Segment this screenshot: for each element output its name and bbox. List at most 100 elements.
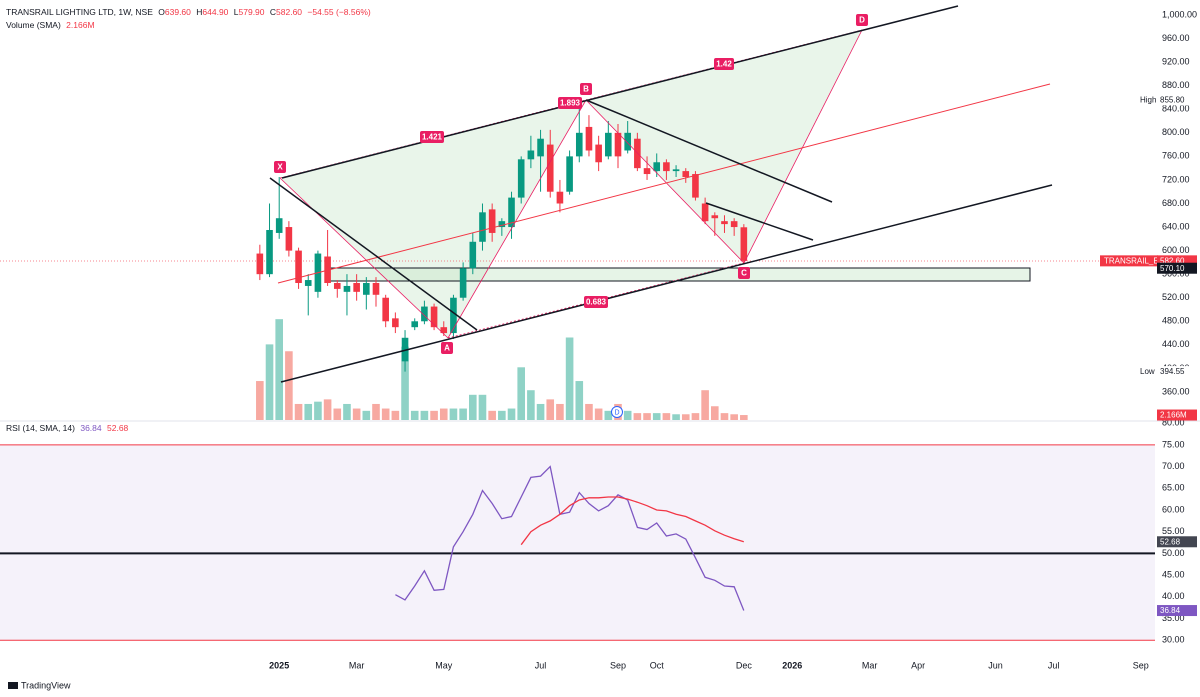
rsi-tick-label: 65.00 <box>1162 483 1185 493</box>
candle-body <box>537 138 544 157</box>
volume-bar <box>662 413 671 420</box>
ratio-badge <box>420 131 444 143</box>
tag-name: Low <box>1140 367 1155 376</box>
change: −54.55 (−8.56%) <box>307 7 370 17</box>
tag-value: 52.68 <box>1160 537 1181 546</box>
x-tick-label: 2026 <box>782 660 802 670</box>
candle-body <box>459 268 467 298</box>
x-tick-label: Jul <box>535 660 547 670</box>
y-tick-label: 960.00 <box>1162 33 1190 43</box>
volume-bar <box>507 408 516 420</box>
tag-box <box>1157 605 1197 617</box>
logo-icon <box>8 682 18 689</box>
tag-value: 570.10 <box>1160 264 1185 273</box>
volume-bar <box>401 346 409 420</box>
tag-name-box <box>1134 366 1158 378</box>
x-tick-label: Apr <box>911 660 925 670</box>
rsi-line <box>520 496 744 546</box>
volume-bar <box>275 319 283 420</box>
candle-body <box>624 132 631 151</box>
candle-body <box>304 280 312 286</box>
x-tick-label: Oct <box>650 660 665 670</box>
volume-bar <box>381 408 390 420</box>
candle-body <box>527 150 535 160</box>
y-tick-label: 760.00 <box>1162 151 1190 161</box>
volume-bar <box>430 410 438 420</box>
x-tick-label: Mar <box>862 660 878 670</box>
volume-bar <box>585 403 593 420</box>
point-badge <box>441 342 453 354</box>
point-badge <box>274 161 286 173</box>
ratio-label: 0.683 <box>586 298 607 307</box>
rsi-tick-label: 40.00 <box>1162 591 1185 601</box>
candle-body <box>730 221 738 228</box>
point-label: X <box>277 163 283 172</box>
volume-bar <box>498 410 506 420</box>
volume-bar <box>672 414 680 420</box>
volume-bar <box>343 403 351 420</box>
header-legend: TRANSRAIL LIGHTING LTD, 1W, NSE O639.60 … <box>6 7 371 17</box>
candle-body <box>440 327 448 334</box>
candle-body <box>392 318 399 328</box>
volume-bar <box>314 401 322 420</box>
event-marker[interactable] <box>611 406 623 418</box>
volume-bar <box>352 408 361 420</box>
volume-bar <box>449 408 458 420</box>
point-badge <box>856 14 868 26</box>
volume-value: 2.166M <box>66 20 94 30</box>
tag-value: 394.55 <box>1160 367 1185 376</box>
candle-body <box>614 132 622 157</box>
candle-body <box>663 162 670 172</box>
candle-body <box>479 212 486 242</box>
tag-box <box>1157 262 1197 274</box>
pattern-leg <box>279 177 449 339</box>
pattern-leg <box>743 29 863 264</box>
ohlc-label: C <box>270 7 276 17</box>
volume-bar <box>740 415 748 420</box>
pattern-labels: X A B C D 1.421 1.893 1.42 0.683 D <box>274 14 868 418</box>
tag-value: 2.166M <box>1160 411 1187 420</box>
candle-body <box>546 144 554 192</box>
y-tick-label: 440.00 <box>1162 339 1190 349</box>
ohlc-value: 579.90 <box>239 7 265 17</box>
ratio-badge <box>558 97 582 109</box>
candle-body <box>411 321 419 328</box>
logo: TradingView <box>8 680 71 690</box>
candle-body <box>605 132 612 157</box>
candle-body <box>711 215 719 219</box>
x-tick-label: Sep <box>610 660 626 670</box>
tag-name-box <box>1100 255 1158 267</box>
rsi-band-fill <box>0 444 1155 641</box>
x-tick-label: Mar <box>349 660 365 670</box>
ratio-label: 1.893 <box>560 99 581 108</box>
volume-bar <box>594 408 603 420</box>
rsi-tick-label: 55.00 <box>1162 526 1185 536</box>
volume-bar <box>459 408 467 420</box>
candle-body <box>421 306 428 322</box>
median-line <box>277 83 1051 284</box>
ohlc-label: L <box>234 7 239 17</box>
ratio-label: 1.42 <box>716 60 732 69</box>
rsi-tick-label: 80.00 <box>1162 418 1185 428</box>
rsi-pane <box>0 444 1155 641</box>
trend-line <box>705 202 814 241</box>
rsi-tick-label: 45.00 <box>1162 569 1185 579</box>
y-tick-label: 360.00 <box>1162 386 1190 396</box>
rsi-tick-label: 60.00 <box>1162 504 1185 514</box>
y-tick-label: 600.00 <box>1162 245 1190 255</box>
y-tick-label: 1,000.00 <box>1162 9 1197 19</box>
y-tick-label: 880.00 <box>1162 80 1190 90</box>
volume-bar <box>643 413 651 420</box>
y-tick-label: 480.00 <box>1162 316 1190 326</box>
candle-body <box>575 132 583 157</box>
volume-bar <box>469 394 477 420</box>
rsi-tick-label: 35.00 <box>1162 613 1185 623</box>
axes: 2025 Mar May Jul Sep Oct Dec 2026 Mar Apr Jun Jul Se… <box>269 9 1197 670</box>
candle-body <box>585 126 593 151</box>
candle-body <box>266 229 273 275</box>
rsi-value: 36.84 <box>80 423 102 433</box>
y-tick-label: 520.00 <box>1162 292 1190 302</box>
volume-bar <box>439 408 448 420</box>
candle-body <box>566 156 573 192</box>
